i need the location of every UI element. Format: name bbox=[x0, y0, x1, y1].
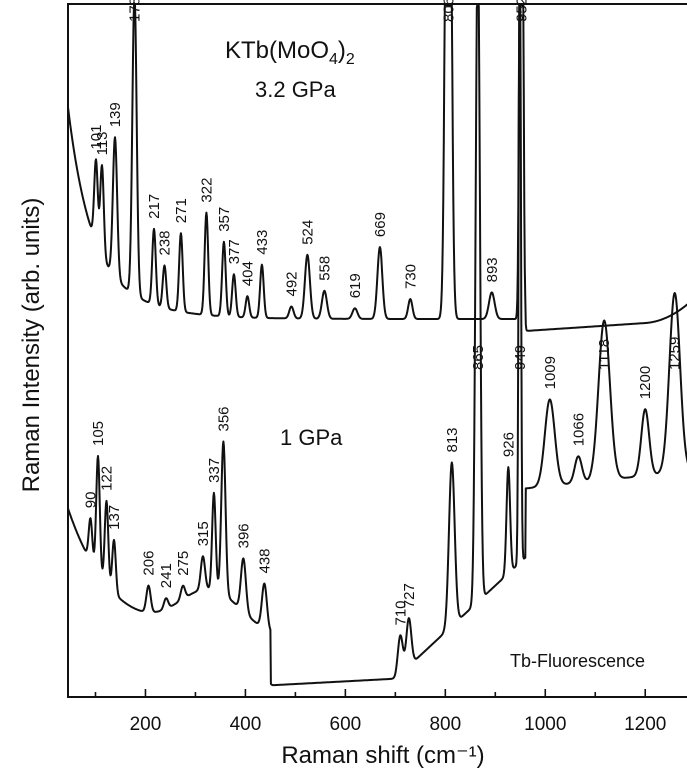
peak-label-356: 356 bbox=[215, 406, 232, 431]
spectrum-line-1gpa bbox=[67, 4, 687, 687]
peak-label-238: 238 bbox=[157, 230, 174, 255]
peak-label-1200: 1200 bbox=[637, 366, 654, 399]
peak-label-337: 337 bbox=[206, 458, 223, 483]
peak-label-492: 492 bbox=[283, 271, 300, 296]
peak-label-558: 558 bbox=[316, 256, 333, 281]
peak-label-178: 178 bbox=[127, 0, 144, 22]
peak-label-90: 90 bbox=[83, 492, 100, 509]
peak-label-1118: 1118 bbox=[596, 339, 613, 370]
peak-label-438: 438 bbox=[256, 548, 273, 573]
x-tick-label-600: 600 bbox=[330, 714, 362, 735]
peak-label-113: 113 bbox=[94, 131, 111, 155]
x-tick-label-200: 200 bbox=[130, 714, 162, 735]
peak-label-241: 241 bbox=[158, 563, 175, 588]
plot-frame bbox=[67, 3, 687, 698]
peak-label-806: 806 bbox=[440, 0, 457, 22]
peak-label-730: 730 bbox=[402, 264, 419, 289]
peak-label-122: 122 bbox=[99, 466, 116, 491]
compound-formula: KTb(MoO4)2 bbox=[225, 37, 355, 68]
peak-label-315: 315 bbox=[195, 521, 212, 546]
peak-label-101: 101 bbox=[88, 125, 105, 150]
peak-label-926: 926 bbox=[500, 432, 517, 457]
peak-label-322: 322 bbox=[198, 178, 215, 203]
peak-label-813: 813 bbox=[444, 427, 461, 452]
peak-label-433: 433 bbox=[254, 230, 271, 255]
peak-label-275: 275 bbox=[175, 551, 192, 576]
peak-label-137: 137 bbox=[106, 505, 123, 530]
peak-label-727: 727 bbox=[401, 583, 418, 608]
peak-label-1009: 1009 bbox=[542, 356, 559, 389]
peak-label-524: 524 bbox=[299, 220, 316, 245]
peak-label-619: 619 bbox=[347, 273, 364, 298]
peak-label-710: 710 bbox=[392, 600, 409, 625]
y-axis-label: Raman Intensity (arb. units) bbox=[18, 198, 45, 493]
series-label-1gpa: 1 GPa bbox=[280, 425, 343, 450]
peak-label-404: 404 bbox=[239, 261, 256, 286]
x-tick-label-400: 400 bbox=[230, 714, 262, 735]
peak-label-139: 139 bbox=[107, 102, 124, 127]
peak-label-1259: 1259 bbox=[667, 337, 684, 370]
peak-label-865: 865 bbox=[470, 345, 487, 370]
peak-label-669: 669 bbox=[372, 212, 389, 237]
tb-fluorescence-label: Tb-Fluorescence bbox=[510, 651, 645, 671]
peak-label-949: 949 bbox=[512, 345, 529, 370]
x-axis-label: Raman shift (cm⁻¹) bbox=[281, 742, 484, 769]
peak-label-271: 271 bbox=[173, 198, 190, 223]
x-tick-label-1000: 1000 bbox=[524, 714, 566, 735]
peak-label-357: 357 bbox=[216, 207, 233, 232]
x-tick-label-1200: 1200 bbox=[624, 714, 666, 735]
x-axis-ticks: 200 400 600 800 1000 1200 bbox=[94, 689, 666, 735]
spectra-curves bbox=[67, 4, 687, 687]
peak-label-1066: 1066 bbox=[570, 413, 587, 446]
series-label-3-2gpa: 3.2 GPa bbox=[255, 77, 336, 102]
peak-label-377: 377 bbox=[226, 239, 243, 264]
peak-label-206: 206 bbox=[141, 551, 158, 576]
x-tick-label-800: 800 bbox=[429, 714, 461, 735]
peak-label-105: 105 bbox=[90, 421, 107, 446]
peak-label-217: 217 bbox=[146, 194, 163, 219]
peak-label-396: 396 bbox=[235, 523, 252, 548]
peak-label-893: 893 bbox=[484, 257, 501, 282]
spectrum-line-3-2gpa bbox=[67, 4, 687, 332]
peak-label-952: 952 bbox=[513, 0, 530, 22]
